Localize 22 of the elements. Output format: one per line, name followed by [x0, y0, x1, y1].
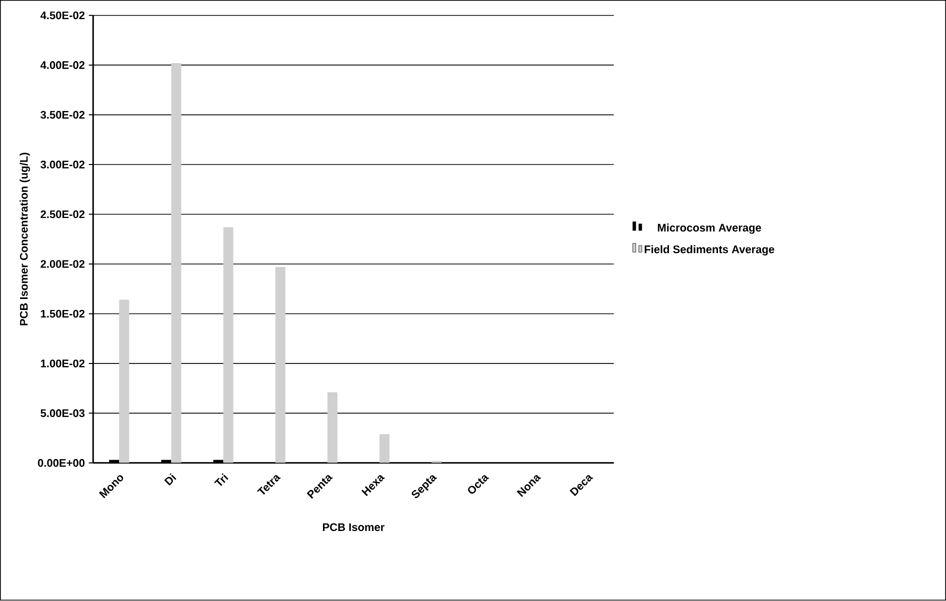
y-tick-label: 4.00E-02: [40, 61, 85, 70]
y-tick-label: 2.50E-02: [40, 210, 85, 218]
y-tick-label: 0.00E+00: [38, 459, 85, 468]
bar: [171, 63, 182, 464]
y-tick-label: 1.50E-02: [40, 310, 85, 318]
bar: [119, 300, 130, 464]
bar: [223, 227, 234, 464]
y-tick-label: 4.50E-02: [40, 12, 85, 20]
y-tick-label: 3.50E-02: [40, 111, 85, 119]
bar: [275, 267, 286, 464]
bar: [379, 434, 390, 464]
y-tick-label: 2.00E-02: [40, 260, 85, 268]
bar: [327, 392, 338, 464]
y-tick-label: 1.00E-02: [40, 360, 85, 368]
legend-label: Field Sediments Average: [644, 245, 774, 256]
y-tick-label: 5.00E-03: [40, 410, 85, 418]
legend-label: Microcosm Average: [658, 224, 762, 234]
y-axis-title: PCB Isomer Concentration (ug/L): [20, 153, 30, 326]
x-axis-title: PCB Isomer: [322, 524, 384, 532]
x-tick-label: Tri: [214, 473, 228, 486]
y-tick-label: 3.00E-02: [40, 160, 85, 169]
x-tick-label: Di: [164, 473, 176, 486]
